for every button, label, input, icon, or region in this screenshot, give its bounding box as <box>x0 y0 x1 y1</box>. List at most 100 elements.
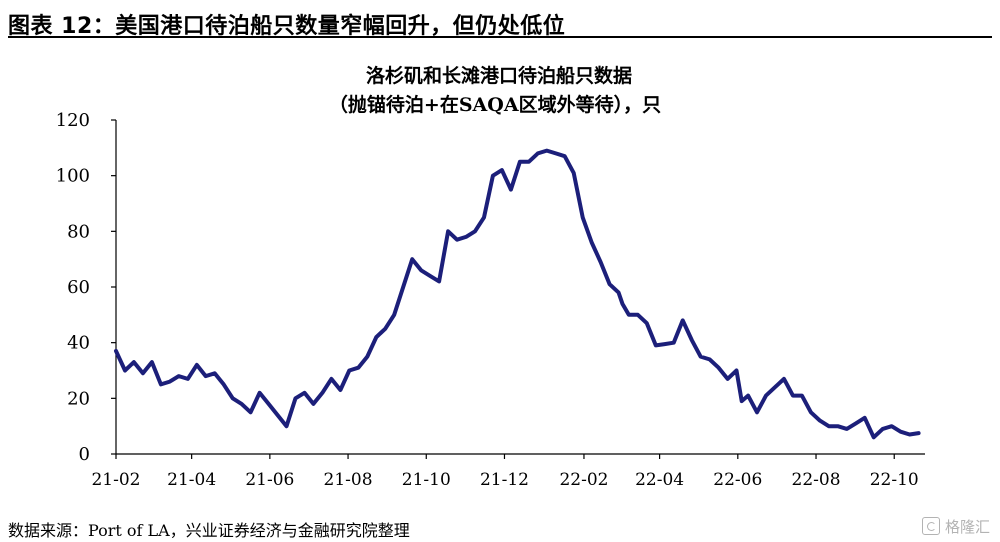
data-point <box>455 238 459 242</box>
x-tick-label: 21-04 <box>167 470 216 490</box>
data-point <box>231 396 235 400</box>
series-line <box>114 148 921 440</box>
data-point <box>222 382 226 386</box>
chart-subtitle: （抛锚待泊+在SAQA区域外等待），只 <box>329 93 661 116</box>
data-point <box>177 374 181 378</box>
data-point <box>809 410 813 414</box>
data-point <box>545 149 549 153</box>
data-point <box>276 413 280 417</box>
watermark-text: 格隆汇 <box>944 517 990 536</box>
data-point <box>356 366 360 370</box>
data-point <box>554 151 558 155</box>
data-point <box>917 431 921 435</box>
data-point <box>872 435 876 439</box>
data-point <box>854 421 858 425</box>
data-point <box>536 151 540 155</box>
data-point <box>908 433 912 437</box>
data-point <box>708 357 712 361</box>
chart-title: 洛杉矶和长滩港口待泊船只数据 <box>366 64 632 87</box>
data-point <box>204 374 208 378</box>
data-point <box>608 282 612 286</box>
data-point <box>374 335 378 339</box>
data-point <box>168 380 172 384</box>
figure-footer: 数据来源：Port of LA，兴业证券经济与金融研究院整理 格隆汇 <box>0 510 1000 542</box>
y-tick-label: 120 <box>56 110 90 131</box>
data-point <box>617 291 621 295</box>
data-point <box>491 174 495 178</box>
data-point <box>627 313 631 317</box>
data-point <box>620 302 624 306</box>
data-point <box>365 355 369 359</box>
data-point <box>303 391 307 395</box>
data-point <box>827 424 831 428</box>
data-point <box>800 394 804 398</box>
x-tick-label: 22-04 <box>635 470 684 490</box>
x-tick-label: 22-08 <box>792 470 841 490</box>
data-point <box>518 160 522 164</box>
data-point <box>482 215 486 219</box>
data-point <box>338 388 342 392</box>
data-point <box>428 274 432 278</box>
data-point <box>672 341 676 345</box>
data-point <box>755 410 759 414</box>
data-point <box>294 396 298 400</box>
data-point <box>258 391 262 395</box>
x-tick-label: 21-08 <box>324 470 373 490</box>
x-tick-label: 21-10 <box>402 470 451 490</box>
data-point <box>123 369 127 373</box>
data-point <box>782 377 786 381</box>
data-point <box>383 327 387 331</box>
figure-title: 图表 12：美国港口待泊船只数量窄幅回升，但仍处低位 <box>8 14 566 39</box>
data-point <box>285 424 289 428</box>
data-point <box>726 377 730 381</box>
data-point <box>735 369 739 373</box>
chart-area: 洛杉矶和长滩港口待泊船只数据 （抛锚待泊+在SAQA区域外等待），只 0 20 40… <box>0 40 1000 510</box>
brand-logo-icon <box>921 517 940 535</box>
data-point <box>347 369 351 373</box>
y-tick-label: 60 <box>67 277 90 298</box>
data-point <box>818 419 822 423</box>
data-point <box>740 399 744 403</box>
line-chart: 洛杉矶和长滩港口待泊船只数据 （抛锚待泊+在SAQA区域外等待），只 0 20 40… <box>56 64 925 490</box>
x-axis: 21-02 21-04 21-06 21-08 21-10 21-12 22-02 22-04… <box>91 453 925 490</box>
data-point <box>890 424 894 428</box>
data-point <box>572 171 576 175</box>
data-point <box>141 371 145 375</box>
data-point <box>845 427 849 431</box>
data-point <box>240 402 244 406</box>
data-point <box>699 355 703 359</box>
source-note: 数据来源：Port of LA，兴业证券经济与金融研究院整理 <box>8 521 410 540</box>
data-point <box>195 363 199 367</box>
data-point <box>186 377 190 381</box>
data-point <box>746 394 750 398</box>
data-point <box>267 402 271 406</box>
data-point <box>690 338 694 342</box>
data-point <box>464 235 468 239</box>
plot-series <box>114 148 921 440</box>
data-point <box>401 285 405 289</box>
y-tick-label: 0 <box>79 444 90 465</box>
data-point <box>320 391 324 395</box>
data-point <box>159 382 163 386</box>
data-point <box>590 241 594 245</box>
data-point <box>114 349 118 353</box>
data-point <box>645 321 649 325</box>
data-point <box>419 268 423 272</box>
data-point <box>249 410 253 414</box>
data-point <box>791 394 795 398</box>
data-point <box>863 416 867 420</box>
data-point <box>311 402 315 406</box>
data-point <box>764 394 768 398</box>
data-point <box>213 371 217 375</box>
figure-header: 图表 12：美国港口待泊船只数量窄幅回升，但仍处低位 <box>8 4 992 39</box>
data-point <box>681 318 685 322</box>
y-tick-label: 20 <box>67 388 90 409</box>
data-point <box>881 427 885 431</box>
data-point <box>392 313 396 317</box>
data-point <box>150 360 154 364</box>
data-point <box>636 313 640 317</box>
data-point <box>437 279 441 283</box>
data-point <box>599 260 603 264</box>
data-point <box>329 377 333 381</box>
